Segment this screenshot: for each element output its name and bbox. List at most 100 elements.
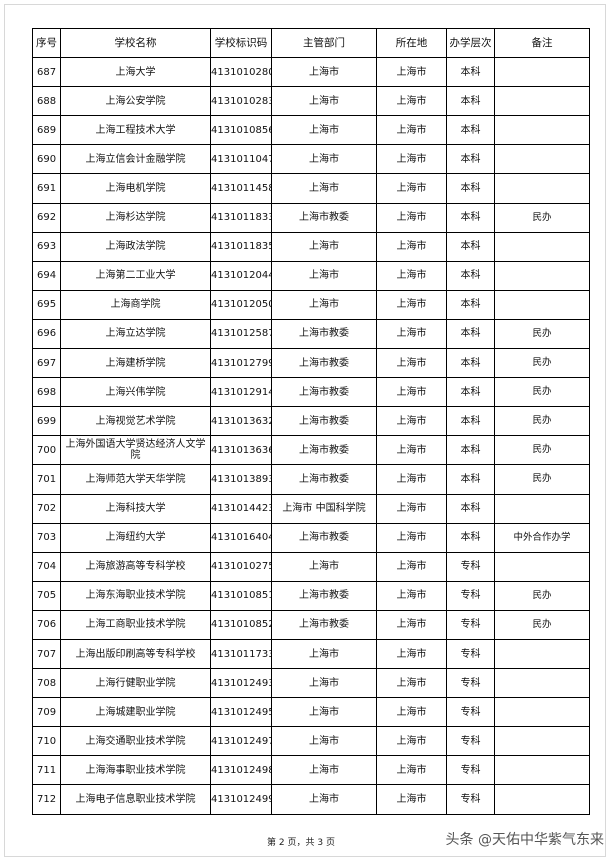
cell-location: 上海市 [376,435,447,466]
header-school-code: 学校标识码 [210,27,272,59]
cell-location: 上海市 [376,260,447,291]
cell-index: 689 [32,115,61,146]
cell-level: 本科 [446,493,495,524]
cell-note [494,493,590,524]
cell-level: 专科 [446,755,495,786]
cell-note [494,755,590,786]
cell-index: 703 [32,522,61,553]
header-location: 所在地 [376,27,447,59]
cell-location: 上海市 [376,697,447,728]
cell-index: 688 [32,86,61,117]
cell-note: 民办 [494,318,590,350]
cell-location: 上海市 [376,289,447,320]
cell-location: 上海市 [376,784,447,815]
cell-index: 697 [32,348,61,379]
cell-location: 上海市 [376,638,447,670]
cell-school-code: 4131011047 [210,144,272,175]
cell-location: 上海市 [376,668,447,699]
cell-school-name: 上海工商职业技术学院 [60,609,211,640]
cell-location: 上海市 [376,609,447,640]
cell-level: 本科 [446,86,495,117]
cell-school-code: 4131013632 [210,406,272,437]
cell-department: 上海市 [271,231,377,262]
cell-index: 707 [32,638,61,670]
cell-school-code: 4131011833 [210,202,272,233]
table-row: 696 上海立达学院 4131012587 上海市教委 上海市 本科 民办 [32,318,590,350]
cell-school-name: 上海第二工业大学 [60,260,211,291]
cell-school-name: 上海大学 [60,57,211,88]
cell-location: 上海市 [376,493,447,524]
cell-note [494,668,590,699]
cell-school-code: 4131012493 [210,668,272,699]
cell-location: 上海市 [376,551,447,582]
cell-location: 上海市 [376,231,447,262]
cell-note [494,260,590,291]
cell-note [494,231,590,262]
cell-school-code: 4131012495 [210,697,272,728]
table-row: 705 上海东海职业技术学院 4131010851 上海市教委 上海市 专科 民办 [32,580,590,611]
cell-note [494,115,590,146]
cell-location: 上海市 [376,755,447,786]
cell-department: 上海市教委 [271,348,377,379]
cell-department: 上海市教委 [271,464,377,495]
page-frame [4,4,606,857]
table-row: 693 上海政法学院 4131011835 上海市 上海市 本科 [32,231,590,262]
table-row: 690 上海立信会计金融学院 4131011047 上海市 上海市 本科 [32,144,590,175]
cell-department: 上海市 [271,638,377,670]
cell-note [494,697,590,728]
cell-note [494,726,590,757]
cell-level: 本科 [446,348,495,379]
cell-department: 上海市 [271,668,377,699]
cell-level: 本科 [446,289,495,320]
table-row: 698 上海兴伟学院 4131012914 上海市教委 上海市 本科 民办 [32,377,590,408]
header-note: 备注 [494,27,590,59]
cell-level: 专科 [446,609,495,640]
cell-level: 专科 [446,580,495,611]
cell-level: 本科 [446,173,495,204]
cell-level: 本科 [446,144,495,175]
cell-department: 上海市 [271,57,377,88]
cell-department: 上海市教委 [271,522,377,553]
cell-school-name: 上海电机学院 [60,173,211,204]
table-row: 704 上海旅游高等专科学校 4131010275 上海市 上海市 专科 [32,551,590,582]
table-row: 707 上海出版印刷高等专科学校 4131011733 上海市 上海市 专科 [32,638,590,670]
cell-department: 上海市 [271,260,377,291]
cell-school-name: 上海建桥学院 [60,348,211,379]
cell-location: 上海市 [376,86,447,117]
cell-department: 上海市 [271,86,377,117]
cell-note: 民办 [494,435,590,466]
cell-note: 民办 [494,348,590,379]
cell-location: 上海市 [376,348,447,379]
cell-index: 702 [32,493,61,524]
table-row: 694 上海第二工业大学 4131012044 上海市 上海市 本科 [32,260,590,291]
table-row: 699 上海视觉艺术学院 4131013632 上海市教委 上海市 本科 民办 [32,406,590,437]
cell-index: 712 [32,784,61,815]
cell-department: 上海市 [271,173,377,204]
table-row: 688 上海公安学院 4131010283 上海市 上海市 本科 [32,86,590,117]
cell-level: 专科 [446,784,495,815]
cell-department: 上海市教委 [271,406,377,437]
cell-school-name: 上海师范大学天华学院 [60,464,211,495]
cell-department: 上海市 [271,784,377,815]
cell-school-code: 4131010275 [210,551,272,582]
cell-school-name: 上海电子信息职业技术学院 [60,784,211,815]
cell-note: 民办 [494,609,590,640]
cell-location: 上海市 [376,522,447,553]
cell-location: 上海市 [376,57,447,88]
cell-department: 上海市教委 [271,318,377,350]
cell-department: 上海市 [271,144,377,175]
cell-school-code: 4131012050 [210,289,272,320]
table-row: 691 上海电机学院 4131011458 上海市 上海市 本科 [32,173,590,204]
table-row: 703 上海纽约大学 4131016404 上海市教委 上海市 本科 中外合作办学 [32,522,590,553]
cell-level: 本科 [446,115,495,146]
cell-index: 695 [32,289,61,320]
cell-school-name: 上海公安学院 [60,86,211,117]
cell-school-name: 上海立信会计金融学院 [60,144,211,175]
school-table: 序号 学校名称 学校标识码 主管部门 所在地 办学层次 备注 687 上海大学 41310102… [32,27,590,815]
table-row: 711 上海海事职业技术学院 4131012498 上海市 上海市 专科 [32,755,590,786]
cell-index: 710 [32,726,61,757]
cell-index: 690 [32,144,61,175]
cell-level: 专科 [446,638,495,670]
cell-school-code: 4131012044 [210,260,272,291]
table-row: 687 上海大学 4131010280 上海市 上海市 本科 [32,57,590,88]
